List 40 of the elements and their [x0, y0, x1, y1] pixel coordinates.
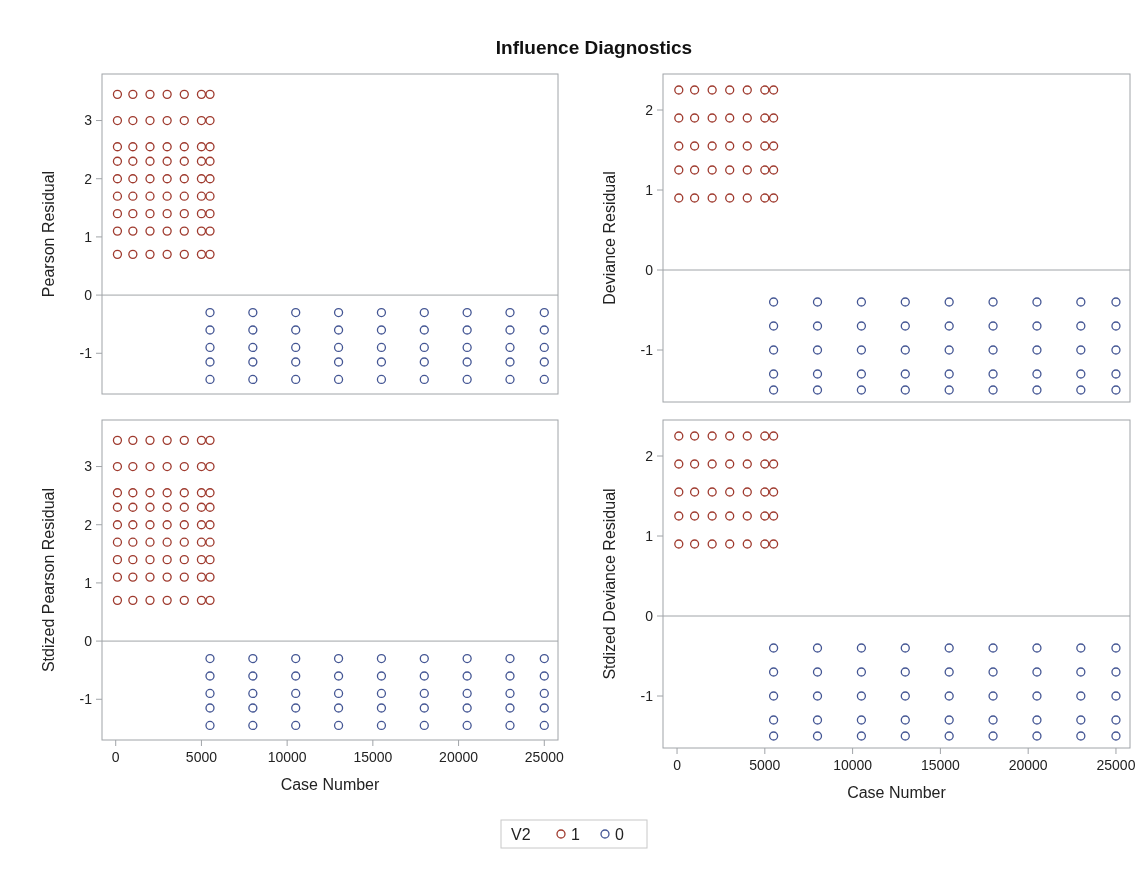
y-tick-label: 1: [84, 574, 93, 591]
legend-label: 1: [571, 825, 580, 843]
x-tick-label: 25000: [524, 749, 564, 765]
y-tick-label: 2: [84, 516, 93, 533]
x-tick-label: 0: [111, 749, 120, 765]
x-tick-label: 25000: [1096, 757, 1136, 773]
x-tick-label: 15000: [353, 749, 393, 765]
y-tick-label: -1: [640, 687, 654, 704]
y-axis-title: Deviance Residual: [601, 171, 618, 305]
legend-label: 0: [615, 825, 624, 843]
chart-title: Influence Diagnostics: [495, 37, 693, 58]
y-tick-label: -1: [640, 341, 654, 358]
y-tick-label: 3: [84, 458, 93, 475]
y-tick-label: 2: [84, 170, 93, 187]
y-tick-label: 2: [645, 447, 654, 464]
y-tick-label: 2: [645, 101, 654, 118]
y-tick-label: 0: [645, 607, 654, 624]
y-tick-label: 1: [645, 527, 654, 544]
y-tick-label: 1: [645, 181, 654, 198]
x-tick-label: 15000: [920, 757, 961, 773]
x-axis-title: Case Number: [847, 784, 947, 801]
y-tick-label: 1: [84, 228, 93, 245]
y-tick-label: 3: [84, 112, 93, 129]
x-tick-label: 20000: [1008, 757, 1048, 773]
y-tick-label: 0: [84, 286, 93, 303]
y-tick-label: -1: [79, 345, 93, 362]
x-tick-label: 10000: [833, 757, 873, 773]
y-axis-title: Stdized Pearson Residual: [40, 487, 57, 673]
x-tick-label: 5000: [185, 749, 218, 765]
x-tick-label: 0: [673, 757, 682, 773]
y-tick-label: 0: [84, 632, 93, 649]
x-tick-label: 5000: [749, 757, 781, 773]
x-tick-label: 20000: [439, 749, 479, 765]
y-axis-title: Pearson Residual: [40, 170, 57, 298]
y-tick-label: -1: [79, 691, 93, 708]
x-tick-label: 10000: [267, 749, 307, 765]
y-tick-label: 0: [645, 261, 654, 278]
x-axis-title: Case Number: [280, 776, 381, 793]
legend-title: V2: [511, 825, 531, 843]
y-axis-title: Stdized Deviance Residual: [601, 488, 618, 680]
